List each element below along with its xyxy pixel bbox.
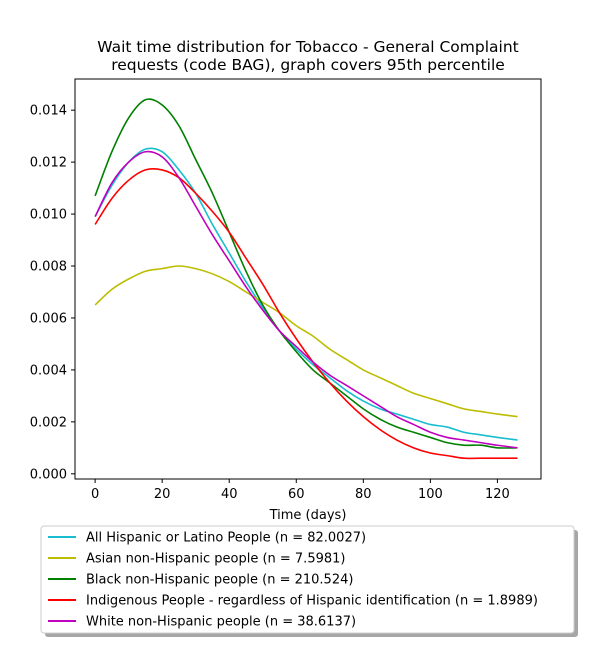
x-tick-label: 20 [154, 487, 171, 502]
series-line-5 [94, 150, 518, 449]
series-line-2 [94, 265, 518, 418]
y-tick-label: 0.000 [30, 467, 67, 482]
y-tick-label: 0.012 [30, 156, 67, 171]
title-line-1: Wait time distribution for Tobacco - Gen… [97, 38, 518, 56]
x-tick-label: 40 [221, 487, 238, 502]
y-axis-ticks: 0.000 0.002 0.004 0.006 0.008 0.010 0.012 0.014 [30, 104, 75, 482]
legend-box [40, 525, 575, 634]
x-tick-label: 80 [355, 487, 372, 502]
legend-label-5: White non-Hispanic people (n = 38.6137) [86, 615, 356, 630]
series-line-1 [94, 147, 518, 441]
y-tick-label: 0.014 [30, 104, 67, 119]
y-tick-label: 0.002 [30, 415, 67, 430]
series-line-4 [94, 167, 518, 460]
y-tick-label: 0.010 [30, 208, 67, 223]
x-tick-label: 100 [418, 487, 443, 502]
legend-label-4: Indigenous People - regardless of Hispan… [86, 594, 538, 609]
y-tick-label: 0.006 [30, 311, 67, 326]
y-tick-label: 0.008 [30, 260, 67, 275]
legend-items: All Hispanic or Latino People (n = 82.00… [48, 531, 538, 630]
legend: All Hispanic or Latino People (n = 82.00… [40, 525, 578, 637]
x-tick-label: 60 [288, 487, 305, 502]
y-tick-label: 0.004 [30, 363, 67, 378]
chart-title: Wait time distribution for Tobacco - Gen… [97, 38, 518, 74]
title-line-2: requests (code BAG), graph covers 95th p… [111, 56, 505, 74]
plot-area-frame [74, 78, 542, 480]
x-tick-label: 120 [485, 487, 510, 502]
series-lines [94, 98, 518, 460]
x-tick-label: 0 [91, 487, 99, 502]
x-axis-label: Time (days) [269, 508, 347, 523]
legend-label-2: Asian non-Hispanic people (n = 7.5981) [86, 552, 345, 567]
legend-label-1: All Hispanic or Latino People (n = 82.00… [86, 531, 366, 546]
series-line-3 [94, 98, 518, 449]
legend-label-3: Black non-Hispanic people (n = 210.524) [86, 573, 353, 588]
x-axis-ticks: 0 20 40 60 80 100 120 [91, 479, 510, 502]
